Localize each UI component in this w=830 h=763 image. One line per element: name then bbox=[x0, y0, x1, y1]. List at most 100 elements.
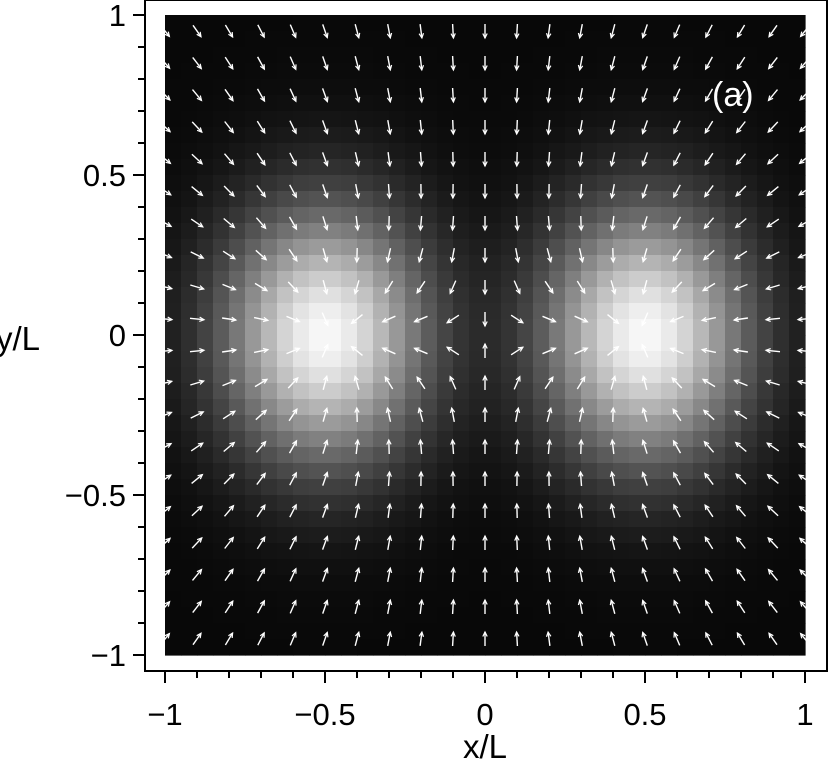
heatmap-cell bbox=[421, 559, 438, 576]
heatmap-cell bbox=[229, 367, 246, 384]
heatmap-cell bbox=[421, 623, 438, 640]
heatmap-cell bbox=[293, 47, 310, 64]
heatmap-cell bbox=[229, 47, 246, 64]
heatmap-cell bbox=[533, 607, 550, 624]
heatmap-cell bbox=[709, 31, 726, 48]
heatmap-cell bbox=[773, 559, 790, 576]
heatmap-cell bbox=[773, 319, 790, 336]
heatmap-cell bbox=[709, 607, 726, 624]
heatmap-cell bbox=[229, 559, 246, 576]
heatmap-cell bbox=[597, 431, 614, 448]
heatmap-cell bbox=[309, 223, 326, 240]
heatmap-cell bbox=[741, 15, 758, 32]
heatmap-cell bbox=[773, 271, 790, 288]
heatmap-cell bbox=[645, 607, 662, 624]
vector-arrow bbox=[546, 502, 552, 519]
heatmap-cell bbox=[229, 175, 246, 192]
heatmap-cell bbox=[405, 303, 422, 320]
heatmap-cell bbox=[757, 543, 774, 560]
heatmap-cell bbox=[597, 31, 614, 48]
heatmap-cell bbox=[661, 575, 678, 592]
heatmap-cell bbox=[357, 415, 374, 432]
heatmap-cell bbox=[165, 111, 182, 128]
heatmap-cell bbox=[309, 319, 326, 336]
heatmap-cell bbox=[309, 575, 326, 592]
heatmap-cell bbox=[357, 31, 374, 48]
heatmap-cell bbox=[549, 511, 566, 528]
heatmap-cell bbox=[533, 271, 550, 288]
vector-arrow bbox=[354, 502, 361, 518]
heatmap-cell bbox=[421, 607, 438, 624]
heatmap-cell bbox=[709, 127, 726, 144]
heatmap-cell bbox=[645, 15, 662, 32]
heatmap-cell bbox=[501, 63, 518, 80]
heatmap-cell bbox=[277, 159, 294, 176]
vector-arrow bbox=[190, 284, 206, 291]
heatmap-cell bbox=[293, 31, 310, 48]
heatmap-cell bbox=[373, 95, 390, 112]
heatmap-cell bbox=[373, 223, 390, 240]
heatmap-cell bbox=[213, 159, 230, 176]
heatmap-cell bbox=[453, 303, 470, 320]
heatmap-cell bbox=[309, 639, 326, 656]
heatmap-cell bbox=[277, 591, 294, 608]
vector-arrow bbox=[641, 280, 648, 296]
heatmap-cell bbox=[405, 239, 422, 256]
heatmap-cell bbox=[213, 351, 230, 368]
heatmap-cell bbox=[565, 367, 582, 384]
heatmap-cell bbox=[693, 623, 710, 640]
heatmap-cell bbox=[437, 479, 454, 496]
heatmap-cell bbox=[501, 399, 518, 416]
heatmap-cell bbox=[485, 287, 502, 304]
heatmap-cell bbox=[341, 575, 358, 592]
heatmap-cell bbox=[517, 591, 534, 608]
heatmap-cell bbox=[645, 303, 662, 320]
heatmap-cell bbox=[389, 271, 406, 288]
heatmap-cell bbox=[405, 47, 422, 64]
heatmap-cell bbox=[581, 383, 598, 400]
heatmap-cell bbox=[661, 559, 678, 576]
heatmap-cell bbox=[581, 527, 598, 544]
heatmap-cell bbox=[597, 143, 614, 160]
vector-arrow bbox=[733, 283, 748, 291]
heatmap-cell bbox=[645, 399, 662, 416]
heatmap-cell bbox=[597, 271, 614, 288]
vector-arrow bbox=[766, 186, 779, 197]
heatmap-cell bbox=[309, 239, 326, 256]
heatmap-cell bbox=[565, 383, 582, 400]
y-axis-ticks bbox=[133, 14, 145, 656]
heatmap-cell bbox=[773, 63, 790, 80]
heatmap-cell bbox=[165, 479, 182, 496]
heatmap-cell bbox=[549, 495, 566, 512]
heatmap-cell bbox=[533, 239, 550, 256]
vector-arrow bbox=[254, 378, 269, 388]
heatmap-cell bbox=[613, 639, 630, 656]
heatmap-cell bbox=[645, 175, 662, 192]
heatmap-cell bbox=[549, 15, 566, 32]
vector-arrow bbox=[798, 186, 812, 196]
heatmap-cell bbox=[709, 543, 726, 560]
vector-arrow bbox=[482, 502, 488, 518]
heatmap-cell bbox=[517, 543, 534, 560]
heatmap-cell bbox=[389, 415, 406, 432]
heatmap-cell bbox=[709, 111, 726, 128]
heatmap-cell bbox=[629, 415, 646, 432]
heatmap-cell bbox=[389, 303, 406, 320]
heatmap-cell bbox=[501, 623, 518, 640]
heatmap-cell bbox=[405, 351, 422, 368]
heatmap-cell bbox=[789, 191, 806, 208]
heatmap-cell bbox=[789, 79, 806, 96]
vector-arrow bbox=[736, 88, 746, 102]
heatmap-cell bbox=[485, 543, 502, 560]
heatmap-cell bbox=[661, 207, 678, 224]
heatmap-cell bbox=[325, 303, 342, 320]
heatmap-cell bbox=[293, 95, 310, 112]
heatmap-cell bbox=[277, 479, 294, 496]
heatmap-cell bbox=[693, 79, 710, 96]
vector-arrow bbox=[514, 630, 520, 647]
vector-arrow bbox=[322, 631, 329, 646]
heatmap-cell bbox=[229, 255, 246, 272]
heatmap-cell bbox=[677, 447, 694, 464]
heatmap-cell bbox=[629, 47, 646, 64]
heatmap-cell bbox=[197, 511, 214, 528]
